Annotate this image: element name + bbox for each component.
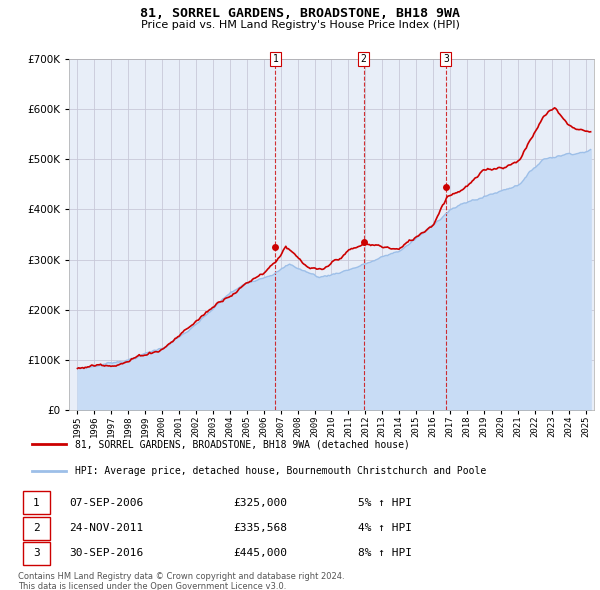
Text: £335,568: £335,568 [233,523,287,533]
Text: 30-SEP-2016: 30-SEP-2016 [69,548,143,558]
Text: 8% ↑ HPI: 8% ↑ HPI [358,548,412,558]
FancyBboxPatch shape [23,542,50,565]
Text: Contains HM Land Registry data © Crown copyright and database right 2024.: Contains HM Land Registry data © Crown c… [18,572,344,581]
Text: £325,000: £325,000 [233,498,287,508]
Text: 81, SORREL GARDENS, BROADSTONE, BH18 9WA: 81, SORREL GARDENS, BROADSTONE, BH18 9WA [140,7,460,20]
Text: This data is licensed under the Open Government Licence v3.0.: This data is licensed under the Open Gov… [18,582,286,590]
FancyBboxPatch shape [23,517,50,539]
Text: £445,000: £445,000 [233,548,287,558]
Text: 1: 1 [33,498,40,508]
Text: Price paid vs. HM Land Registry's House Price Index (HPI): Price paid vs. HM Land Registry's House … [140,20,460,30]
Text: 81, SORREL GARDENS, BROADSTONE, BH18 9WA (detached house): 81, SORREL GARDENS, BROADSTONE, BH18 9WA… [75,440,410,449]
Text: 2: 2 [361,54,367,64]
Text: 07-SEP-2006: 07-SEP-2006 [69,498,143,508]
Text: 3: 3 [443,54,449,64]
Text: 4% ↑ HPI: 4% ↑ HPI [358,523,412,533]
FancyBboxPatch shape [23,491,50,514]
Text: 2: 2 [33,523,40,533]
Text: HPI: Average price, detached house, Bournemouth Christchurch and Poole: HPI: Average price, detached house, Bour… [75,467,486,476]
Text: 1: 1 [272,54,278,64]
Text: 24-NOV-2011: 24-NOV-2011 [69,523,143,533]
Text: 3: 3 [33,548,40,558]
Text: 5% ↑ HPI: 5% ↑ HPI [358,498,412,508]
